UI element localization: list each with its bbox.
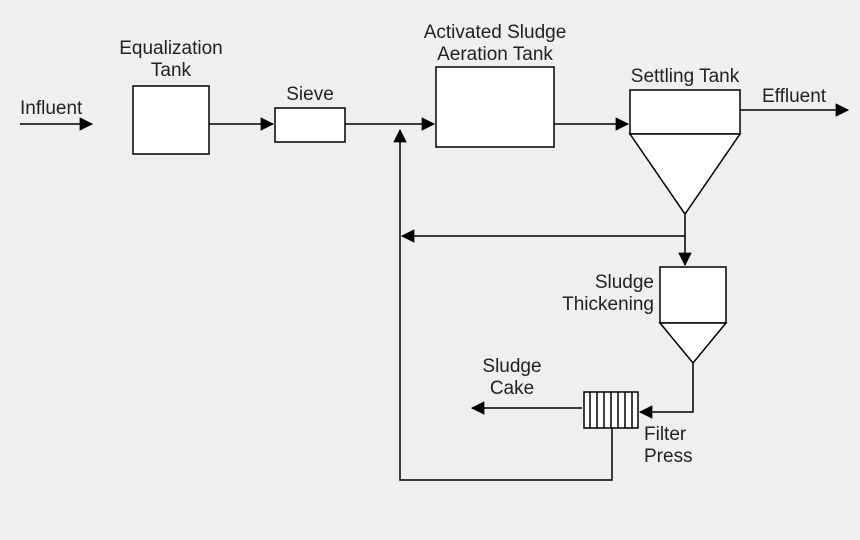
node-settling-tank: Settling Tank (630, 66, 740, 214)
label-thick-1: Sludge (595, 272, 654, 293)
label-filter-2: Press (644, 446, 693, 467)
node-sludge-thickening: Sludge Thickening (562, 267, 726, 363)
label-aer-1: Activated Sludge (424, 22, 567, 43)
label-eq-tank-2: Tank (151, 60, 192, 81)
edge-thickening-to-filter (640, 363, 693, 412)
label-thick-2: Thickening (562, 294, 654, 315)
node-equalization-tank: Equalization Tank (119, 38, 223, 154)
label-influent: Influent (20, 98, 83, 119)
label-settling: Settling Tank (631, 66, 740, 87)
node-sieve: Sieve (275, 84, 345, 142)
label-aer-2: Aeration Tank (437, 44, 553, 65)
edge-recycle-to-aeration (402, 214, 685, 236)
edge-effluent: Effluent (740, 86, 848, 110)
label-cake-2: Cake (490, 378, 534, 399)
label-cake-1: Sludge (482, 356, 541, 377)
edge-sludge-cake: Sludge Cake (472, 356, 582, 408)
label-effluent: Effluent (762, 86, 827, 107)
edge-influent: Influent (20, 98, 92, 124)
node-filter-press: Filter Press (584, 392, 693, 467)
label-filter-1: Filter (644, 424, 687, 445)
label-sieve: Sieve (286, 84, 334, 105)
label-eq-tank-1: Equalization (119, 38, 223, 59)
node-aeration-tank: Activated Sludge Aeration Tank (424, 22, 567, 147)
